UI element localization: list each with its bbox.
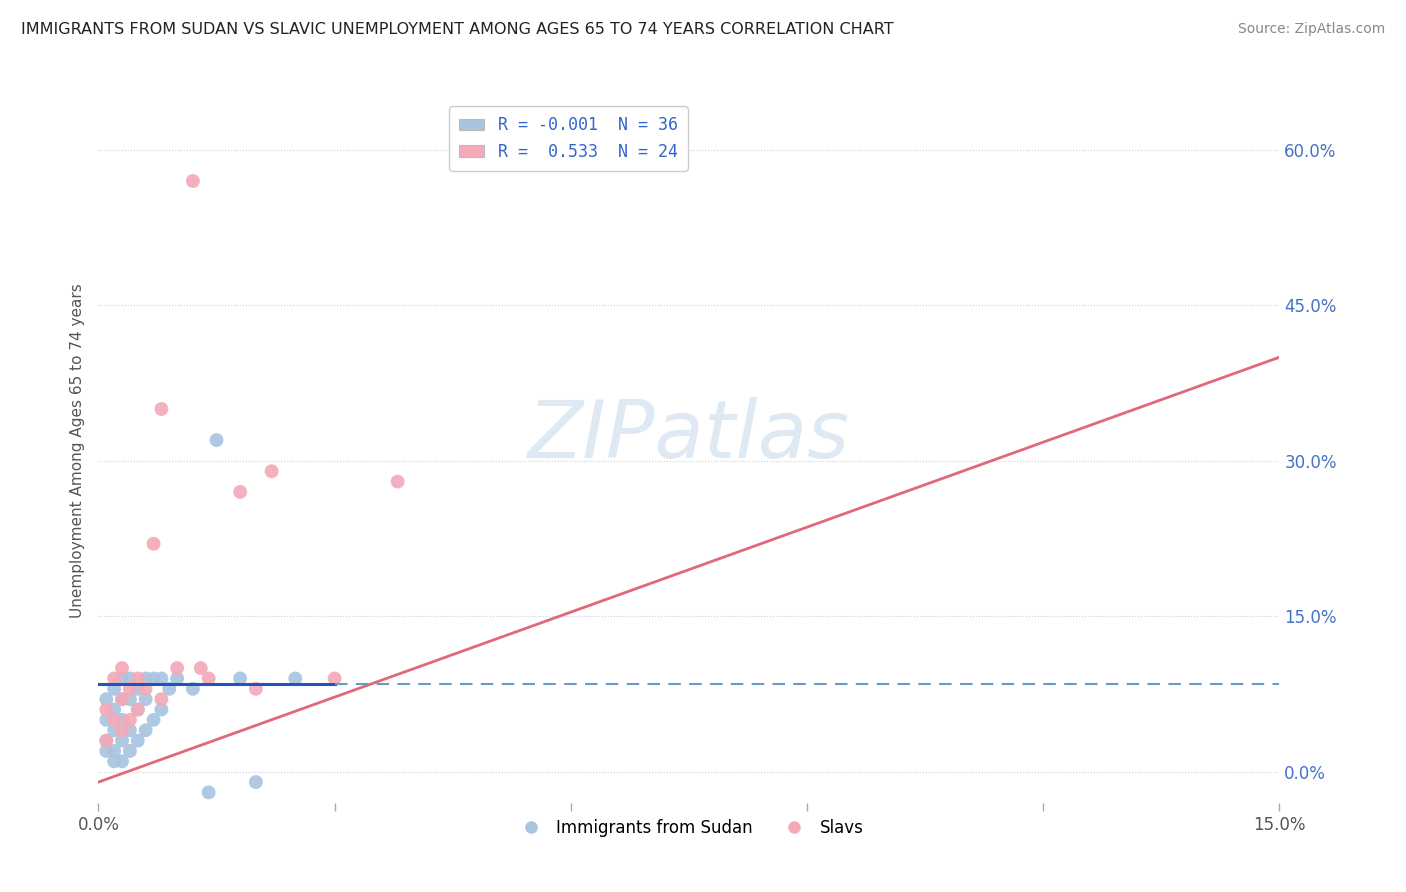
Point <box>323 672 346 686</box>
Point <box>111 692 134 706</box>
Point <box>245 681 267 696</box>
Point <box>150 692 173 706</box>
Point <box>111 755 134 769</box>
Point <box>118 713 141 727</box>
Point <box>118 681 141 696</box>
Point <box>111 733 134 747</box>
Point <box>229 672 252 686</box>
Point <box>197 672 219 686</box>
Point <box>181 174 204 188</box>
Point <box>96 702 118 716</box>
Point <box>229 484 252 499</box>
Point <box>96 713 118 727</box>
Text: Source: ZipAtlas.com: Source: ZipAtlas.com <box>1237 22 1385 37</box>
Point <box>96 733 118 747</box>
Point <box>157 681 180 696</box>
Point <box>190 661 212 675</box>
Text: IMMIGRANTS FROM SUDAN VS SLAVIC UNEMPLOYMENT AMONG AGES 65 TO 74 YEARS CORRELATI: IMMIGRANTS FROM SUDAN VS SLAVIC UNEMPLOY… <box>21 22 894 37</box>
Point <box>118 692 141 706</box>
Point <box>150 402 173 417</box>
Point <box>103 681 125 696</box>
Point <box>118 744 141 758</box>
Point <box>135 681 157 696</box>
Point <box>127 681 149 696</box>
Point <box>111 672 134 686</box>
Point <box>387 475 409 489</box>
Text: ZIPatlas: ZIPatlas <box>527 397 851 475</box>
Point <box>166 661 188 675</box>
Y-axis label: Unemployment Among Ages 65 to 74 years: Unemployment Among Ages 65 to 74 years <box>69 283 84 618</box>
Point <box>135 672 157 686</box>
Point <box>260 464 283 478</box>
Legend: Immigrants from Sudan, Slavs: Immigrants from Sudan, Slavs <box>508 813 870 844</box>
Point <box>150 672 173 686</box>
Point <box>150 702 173 716</box>
Point <box>103 723 125 738</box>
Point <box>111 713 134 727</box>
Point <box>245 775 267 789</box>
Point <box>142 713 165 727</box>
Point <box>166 672 188 686</box>
Point <box>118 723 141 738</box>
Point <box>103 755 125 769</box>
Point <box>103 744 125 758</box>
Point <box>111 692 134 706</box>
Point <box>127 733 149 747</box>
Point <box>96 733 118 747</box>
Point <box>111 723 134 738</box>
Point <box>181 681 204 696</box>
Point <box>103 672 125 686</box>
Point <box>127 702 149 716</box>
Point <box>96 744 118 758</box>
Point <box>142 537 165 551</box>
Point <box>118 672 141 686</box>
Point <box>135 692 157 706</box>
Point <box>111 661 134 675</box>
Point <box>142 672 165 686</box>
Point <box>96 692 118 706</box>
Point <box>103 702 125 716</box>
Point <box>127 672 149 686</box>
Point <box>127 702 149 716</box>
Point <box>284 672 307 686</box>
Point <box>103 713 125 727</box>
Point <box>135 723 157 738</box>
Point <box>205 433 228 447</box>
Point <box>197 785 219 799</box>
